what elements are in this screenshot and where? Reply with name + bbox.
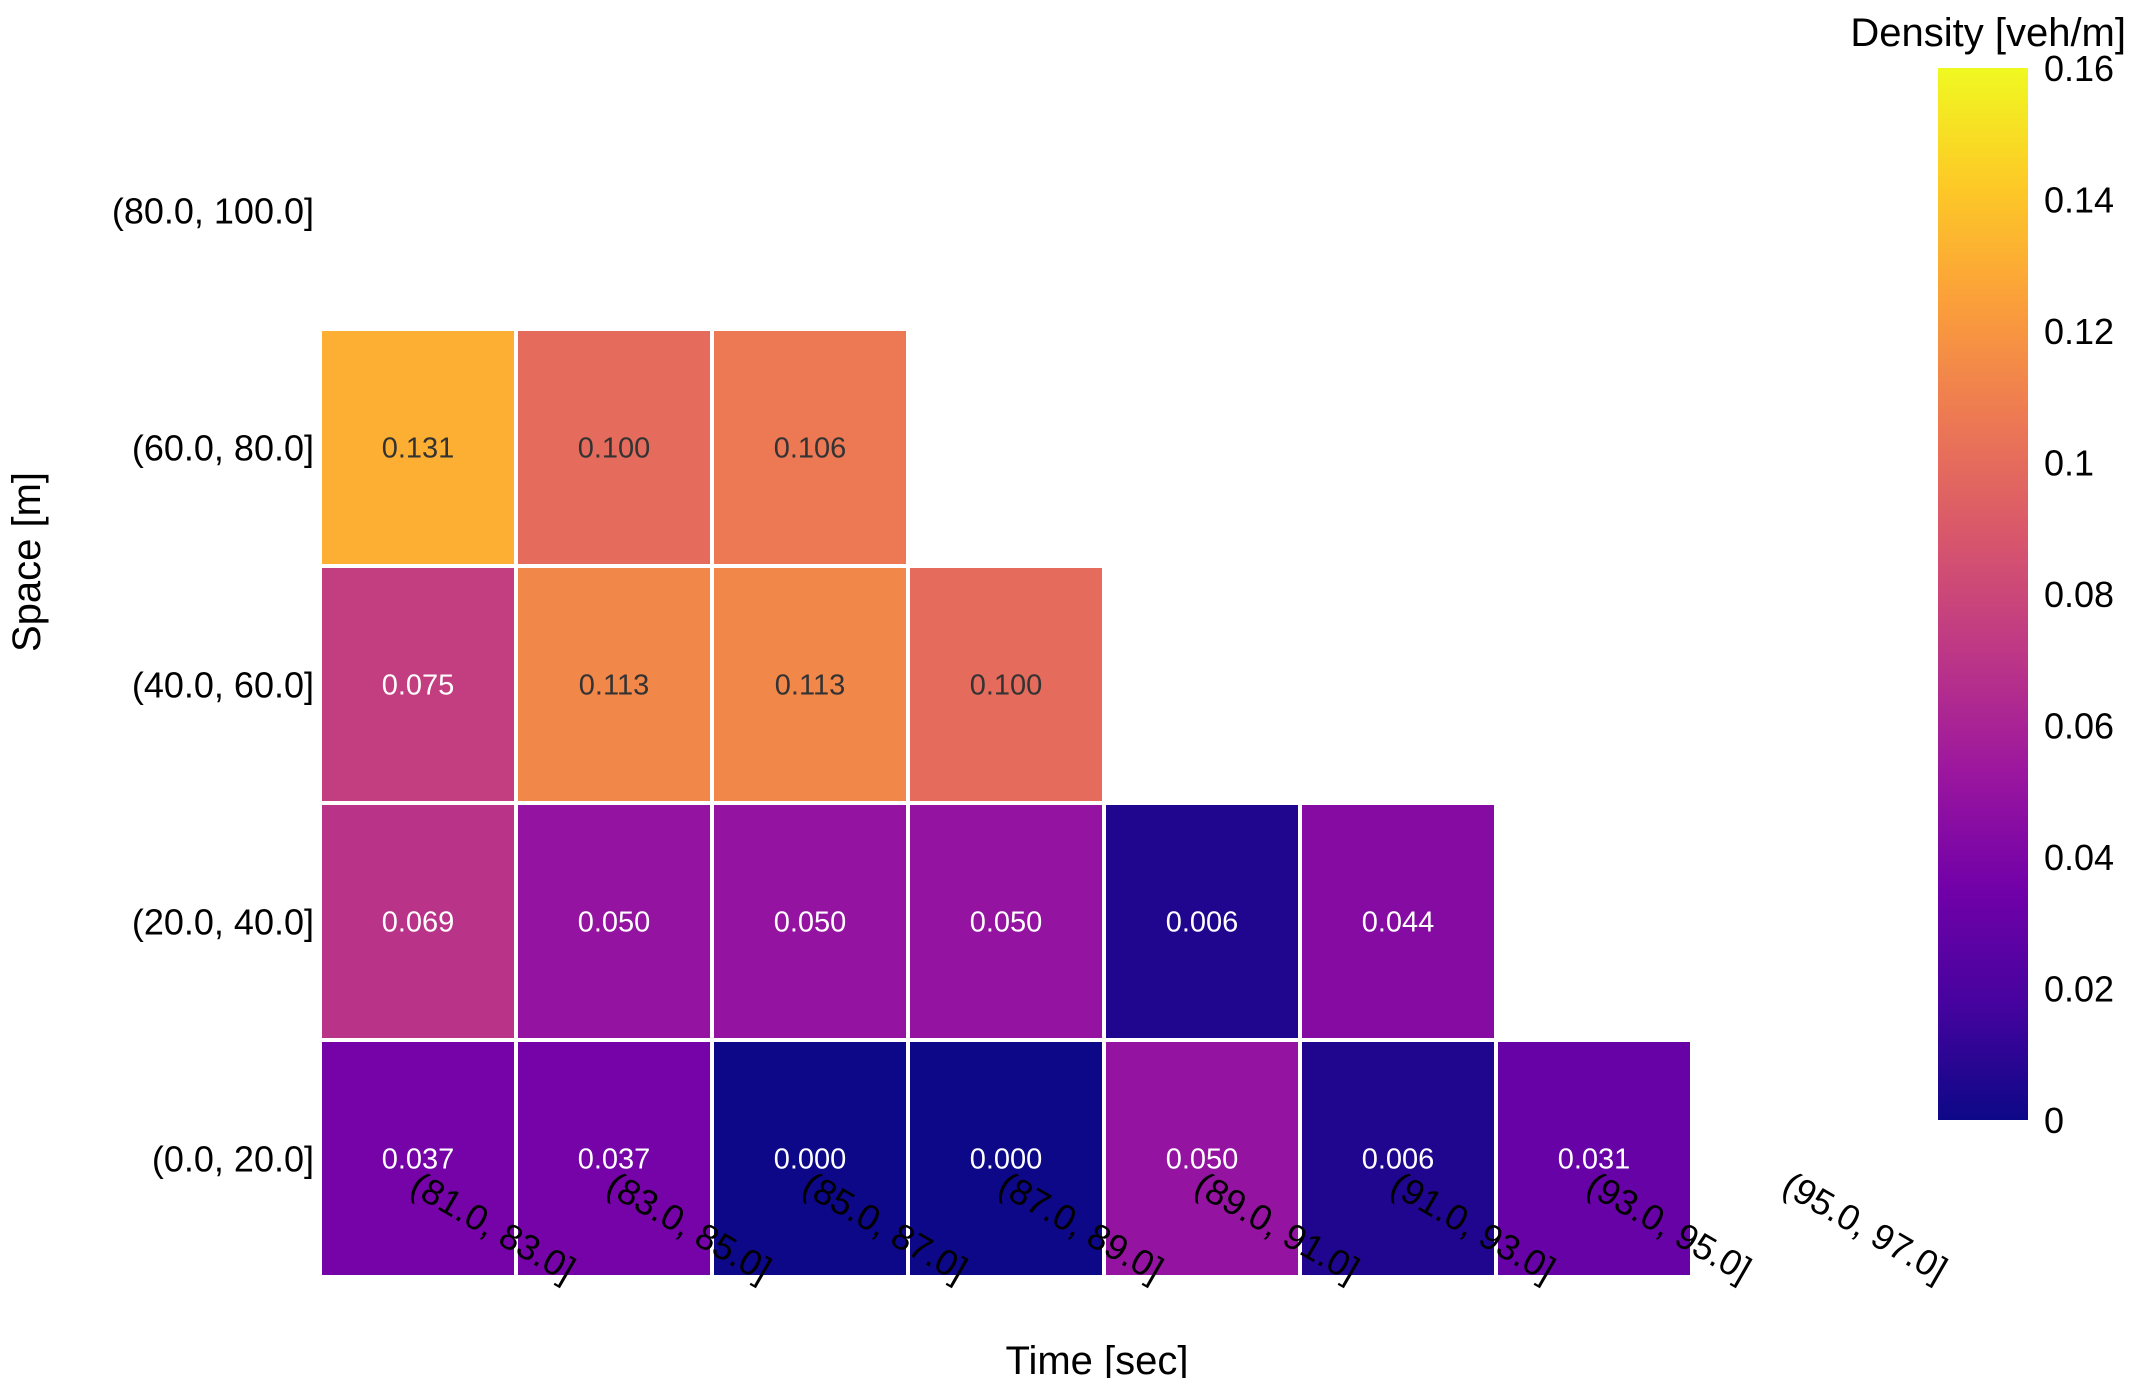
y-tick-label: (60.0, 80.0] bbox=[132, 428, 314, 469]
cell-value-label: 0.113 bbox=[775, 670, 845, 702]
cell-value-label: 0.000 bbox=[774, 1144, 847, 1176]
heatmap-cell bbox=[518, 1042, 710, 1275]
colorbar-tick-label: 0.06 bbox=[2044, 706, 2114, 747]
heatmap-cell bbox=[714, 331, 906, 564]
heatmap-cell bbox=[1302, 805, 1494, 1038]
heatmap-cell bbox=[322, 331, 514, 564]
heatmap-cell bbox=[322, 1042, 514, 1275]
colorbar-tick-label: 0.02 bbox=[2044, 969, 2114, 1010]
y-axis-title: Space [m] bbox=[5, 472, 49, 652]
colorbar-tick-label: 0.16 bbox=[2044, 48, 2114, 89]
y-tick-label: (40.0, 60.0] bbox=[132, 665, 314, 706]
cell-value-label: 0.075 bbox=[382, 670, 455, 702]
heatmap-cell bbox=[910, 805, 1102, 1038]
heatmap-cell bbox=[1106, 805, 1298, 1038]
colorbar-tick-label: 0.1 bbox=[2044, 443, 2094, 484]
colorbar-tick-label: 0.12 bbox=[2044, 311, 2114, 352]
cell-value-label: 0.100 bbox=[578, 433, 651, 465]
colorbar-tick-label: 0.08 bbox=[2044, 574, 2114, 615]
cell-value-label: 0.050 bbox=[774, 907, 847, 939]
colorbar: Density [veh/m] 0 0.02 0.04 0.06 0.08 0.1 0.12… bbox=[1850, 11, 2126, 1141]
x-tick-label: (95.0, 97.0] bbox=[1776, 1163, 1954, 1290]
colorbar-tick-label: 0.14 bbox=[2044, 180, 2114, 221]
heatmap-cell bbox=[714, 568, 906, 801]
cell-value-label: 0.044 bbox=[1362, 907, 1435, 939]
heatmap-cell bbox=[1106, 1042, 1298, 1275]
heatmap-cell bbox=[322, 568, 514, 801]
cell-value-label: 0.031 bbox=[1558, 1144, 1631, 1176]
heatmap-cell bbox=[910, 568, 1102, 801]
cell-value-label: 0.000 bbox=[970, 1144, 1043, 1176]
heatmap-cells: 0.131 0.100 0.106 0.075 0.113 0.113 0.100 0.069… bbox=[322, 331, 1690, 1275]
cell-value-label: 0.050 bbox=[970, 907, 1043, 939]
cell-value-label: 0.006 bbox=[1166, 907, 1239, 939]
colorbar-title: Density [veh/m] bbox=[1850, 11, 2126, 55]
colorbar-tick-labels: 0 0.02 0.04 0.06 0.08 0.1 0.12 0.14 0.16 bbox=[2044, 48, 2114, 1141]
cell-value-label: 0.100 bbox=[970, 670, 1043, 702]
x-axis-title: Time [sec] bbox=[1006, 1339, 1189, 1378]
cell-value-label: 0.037 bbox=[382, 1144, 455, 1176]
cell-value-label: 0.106 bbox=[774, 433, 847, 465]
cell-value-label: 0.113 bbox=[579, 670, 649, 702]
heatmap-cell bbox=[1498, 1042, 1690, 1275]
heatmap-cell bbox=[518, 805, 710, 1038]
colorbar-tick-label: 0 bbox=[2044, 1100, 2064, 1141]
heatmap-cell bbox=[714, 1042, 906, 1275]
heatmap-cell bbox=[322, 805, 514, 1038]
heatmap-cell bbox=[518, 568, 710, 801]
cell-value-label: 0.050 bbox=[578, 907, 651, 939]
heatmap-cell bbox=[1302, 1042, 1494, 1275]
cell-value-label: 0.069 bbox=[382, 907, 455, 939]
cell-value-label: 0.006 bbox=[1362, 1144, 1435, 1176]
colorbar-tick-label: 0.04 bbox=[2044, 837, 2114, 878]
y-tick-label: (0.0, 20.0] bbox=[152, 1139, 314, 1180]
cell-value-label: 0.131 bbox=[382, 433, 455, 465]
y-tick-label: (20.0, 40.0] bbox=[132, 902, 314, 943]
y-tick-label: (80.0, 100.0] bbox=[112, 191, 314, 232]
heatmap-cell bbox=[910, 1042, 1102, 1275]
y-axis-tick-labels: (80.0, 100.0] (60.0, 80.0] (40.0, 60.0] (20… bbox=[112, 191, 314, 1180]
cell-value-label: 0.050 bbox=[1166, 1144, 1239, 1176]
heatmap-cell bbox=[714, 805, 906, 1038]
colorbar-gradient bbox=[1938, 68, 2028, 1120]
heatmap-cell bbox=[518, 331, 710, 564]
cell-value-label: 0.037 bbox=[578, 1144, 651, 1176]
